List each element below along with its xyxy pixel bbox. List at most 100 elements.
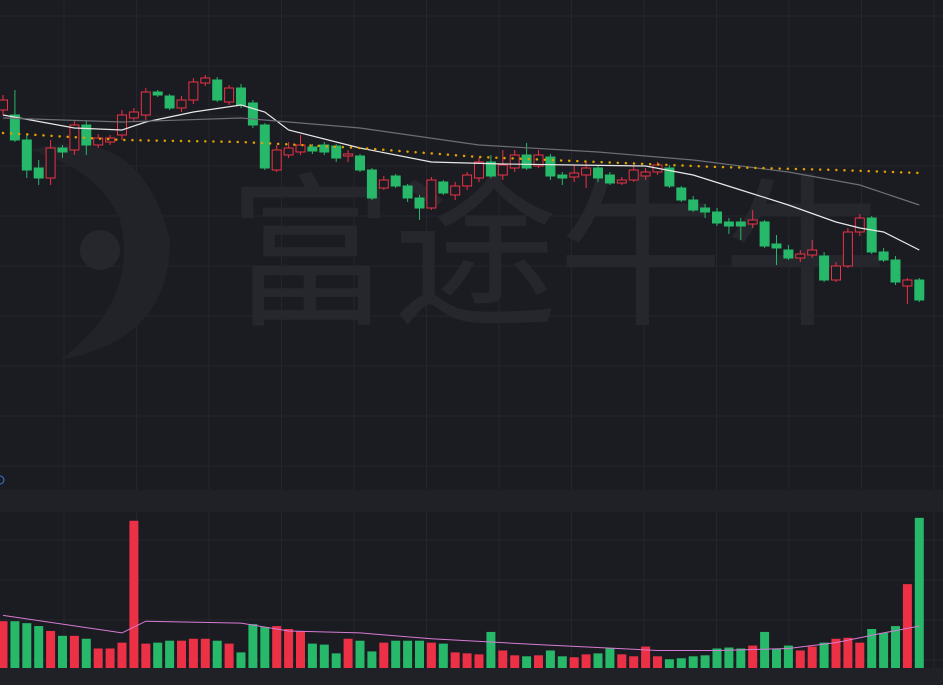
candle-body <box>164 95 175 109</box>
panel-divider <box>0 490 943 512</box>
candle-body <box>224 87 235 103</box>
volume-bar <box>772 648 781 668</box>
volume-bar <box>760 631 770 668</box>
volume-bar <box>795 650 805 668</box>
volume-bar <box>593 653 603 668</box>
volume-bar <box>688 656 698 668</box>
candle-body <box>723 221 734 227</box>
candle-body <box>378 179 389 189</box>
candle-body <box>462 174 473 187</box>
moving-average <box>1 131 921 175</box>
volume-bar <box>224 643 234 668</box>
volume-bar <box>10 621 20 668</box>
candle-body <box>533 154 544 167</box>
candle-body <box>545 156 556 177</box>
candle-body <box>414 197 425 209</box>
candle-body <box>902 279 913 287</box>
candle-body <box>497 164 508 176</box>
volume-bar <box>93 648 103 668</box>
candle-body <box>105 137 116 143</box>
volume-bar <box>34 626 44 668</box>
candle-body <box>247 102 258 126</box>
volume-bar <box>581 654 591 668</box>
candle-body <box>355 155 365 171</box>
volume-bar <box>486 631 496 668</box>
candle-body <box>390 175 401 187</box>
candle-body <box>33 167 44 179</box>
candle-body <box>283 147 294 156</box>
candle-body <box>581 167 592 176</box>
volume-bar <box>522 656 532 668</box>
watermark-logo <box>80 230 120 270</box>
candle-body <box>176 99 187 109</box>
volume-bar <box>629 656 639 668</box>
volume-bar <box>653 656 662 668</box>
volume-bar <box>69 635 79 668</box>
volume-bar <box>676 658 686 668</box>
candle-body <box>402 185 413 199</box>
candle-body <box>842 231 853 267</box>
watermark-logo <box>30 144 170 360</box>
candle-body <box>45 147 56 179</box>
candle-body <box>295 144 306 153</box>
candle-body <box>831 265 841 281</box>
candle-body <box>474 161 484 179</box>
volume-bar <box>510 655 520 668</box>
volume-bar <box>248 624 258 668</box>
volume-bar <box>545 650 555 668</box>
candle-body <box>807 249 818 256</box>
volume-bar <box>438 643 448 668</box>
volume-bar <box>260 627 270 668</box>
volume-bar <box>914 517 924 668</box>
volume-bar <box>296 630 305 668</box>
candle-body <box>485 161 496 177</box>
candle-body <box>759 221 770 247</box>
candle-body <box>319 144 330 153</box>
candle-body <box>331 145 342 159</box>
volume-bar <box>141 643 151 668</box>
volume-bar <box>462 653 472 668</box>
candle-body <box>914 279 925 301</box>
candle-body <box>890 259 901 283</box>
volume-bar <box>0 621 8 668</box>
volume-bar <box>712 648 722 668</box>
candle-body <box>712 211 722 224</box>
volume-bar <box>355 640 365 668</box>
volume-bar <box>343 638 353 668</box>
volume-bar <box>855 642 865 668</box>
volume-bar <box>783 645 793 668</box>
candle-body <box>438 181 449 194</box>
candle-body <box>819 255 830 281</box>
candle-body <box>271 149 282 171</box>
volume-bar <box>46 630 56 668</box>
candle-body <box>117 114 127 136</box>
candle-body <box>735 221 746 227</box>
volume-bar <box>129 520 139 668</box>
candle-body <box>0 99 8 111</box>
volume-bar <box>415 640 424 668</box>
volume-bar <box>498 650 508 668</box>
candle-body <box>688 199 699 211</box>
volume-bar <box>891 626 900 668</box>
candle-body <box>140 91 151 116</box>
volume-bar <box>819 642 829 668</box>
volume-bar <box>736 648 746 668</box>
candle-body <box>450 185 461 196</box>
candle-body <box>628 169 639 181</box>
candle-body <box>343 153 354 157</box>
candle-body <box>854 217 865 233</box>
candle-body <box>604 174 615 184</box>
candle-body <box>212 79 223 101</box>
candle-body <box>783 249 794 259</box>
volume-bar <box>664 659 674 668</box>
candle-body <box>307 146 318 152</box>
volume-bar <box>843 637 853 668</box>
watermark-text: 富途牛牛 <box>228 159 888 351</box>
volume-bar <box>367 651 377 668</box>
candle-body <box>81 124 92 146</box>
volume-bar <box>188 638 198 668</box>
candle-body <box>9 114 20 141</box>
volume-bar <box>534 655 543 668</box>
